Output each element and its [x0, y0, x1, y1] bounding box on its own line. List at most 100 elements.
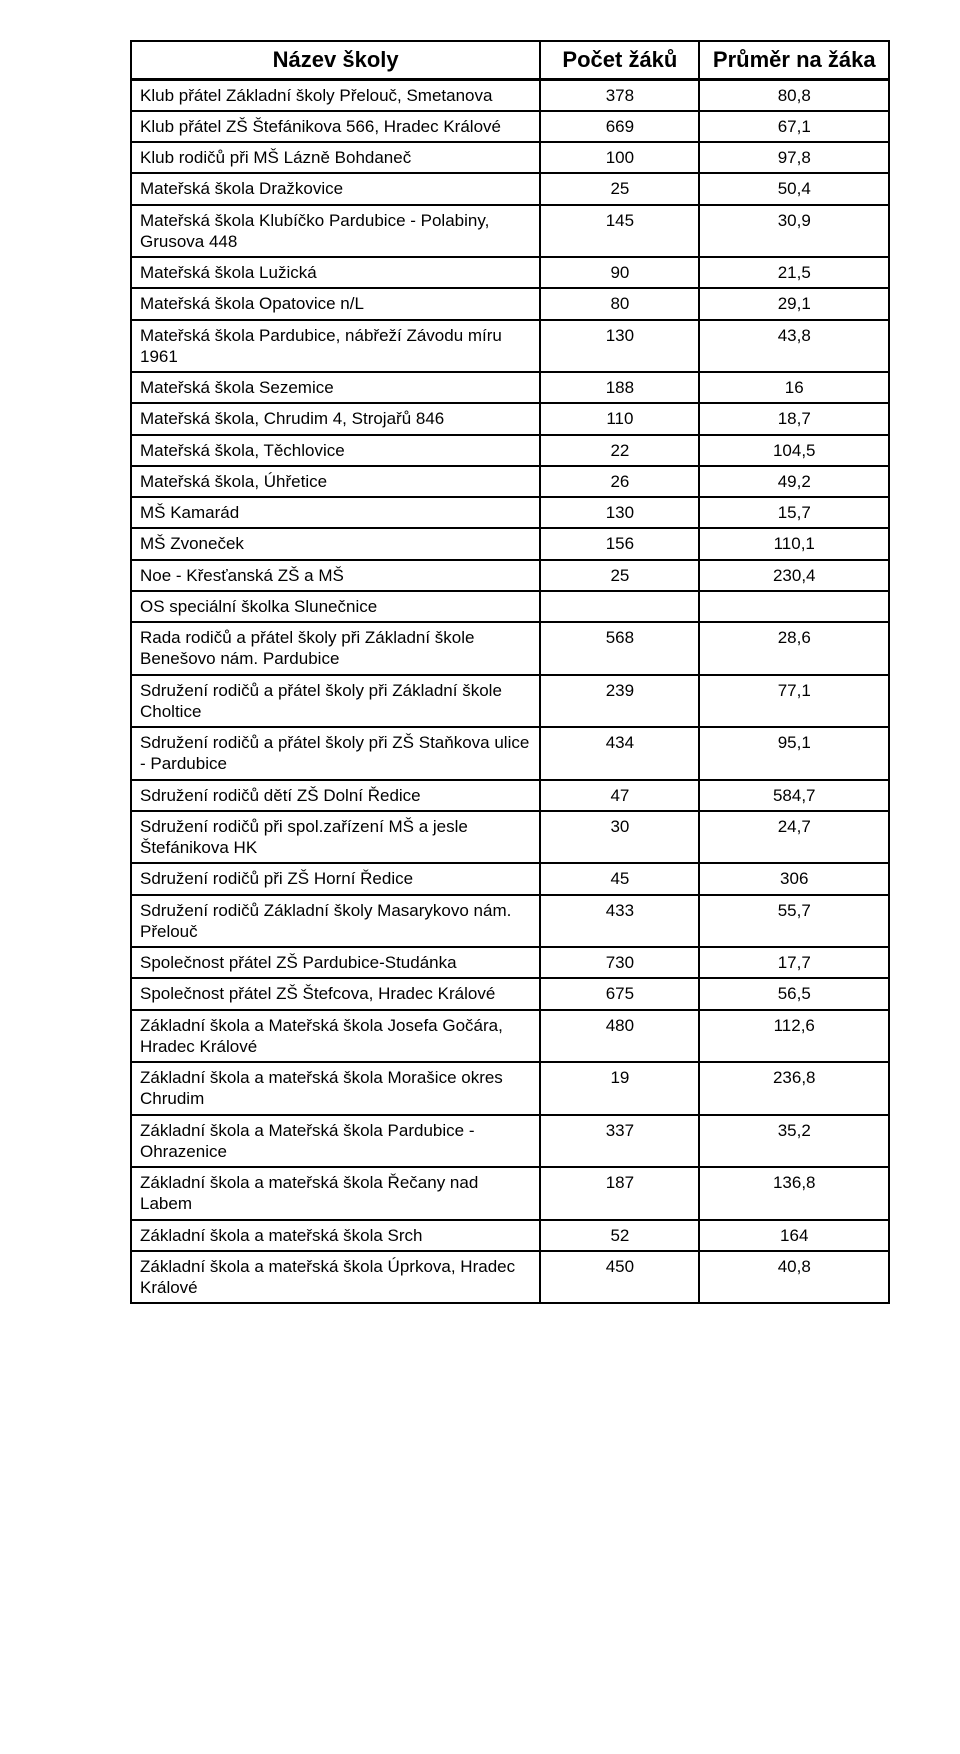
table-row: Mateřská škola Pardubice, nábřeží Závodu… [131, 320, 889, 373]
cell-name: Základní škola a Mateřská škola Pardubic… [131, 1115, 540, 1168]
cell-name: Sdružení rodičů při spol.zařízení MŠ a j… [131, 811, 540, 864]
cell-avg [699, 591, 889, 622]
table-row: Mateřská škola Dražkovice2550,4 [131, 173, 889, 204]
cell-avg: 306 [699, 863, 889, 894]
table-head: Název školy Počet žáků Průměr na žáka [131, 41, 889, 79]
table-row: Základní škola a mateřská škola Srch5216… [131, 1220, 889, 1251]
cell-name: Mateřská škola Klubíčko Pardubice - Pola… [131, 205, 540, 258]
cell-name: Základní škola a mateřská škola Úprkova,… [131, 1251, 540, 1304]
cell-count: 19 [540, 1062, 699, 1115]
cell-count: 239 [540, 675, 699, 728]
cell-name: Sdružení rodičů dětí ZŠ Dolní Ředice [131, 780, 540, 811]
cell-count: 110 [540, 403, 699, 434]
cell-avg: 18,7 [699, 403, 889, 434]
schools-table: Název školy Počet žáků Průměr na žáka Kl… [130, 40, 890, 1304]
cell-name: Mateřská škola Lužická [131, 257, 540, 288]
cell-avg: 29,1 [699, 288, 889, 319]
cell-name: Mateřská škola Sezemice [131, 372, 540, 403]
table-row: Základní škola a Mateřská škola Josefa G… [131, 1010, 889, 1063]
cell-avg: 104,5 [699, 435, 889, 466]
cell-avg: 56,5 [699, 978, 889, 1009]
cell-count: 25 [540, 560, 699, 591]
cell-avg: 28,6 [699, 622, 889, 675]
cell-count: 434 [540, 727, 699, 780]
cell-count: 669 [540, 111, 699, 142]
table-row: Sdružení rodičů při spol.zařízení MŠ a j… [131, 811, 889, 864]
table-row: Základní škola a mateřská škola Úprkova,… [131, 1251, 889, 1304]
cell-name: MŠ Zvoneček [131, 528, 540, 559]
cell-count: 47 [540, 780, 699, 811]
cell-name: Základní škola a mateřská škola Morašice… [131, 1062, 540, 1115]
cell-avg: 112,6 [699, 1010, 889, 1063]
table-row: MŠ Zvoneček156110,1 [131, 528, 889, 559]
cell-avg: 49,2 [699, 466, 889, 497]
page: Název školy Počet žáků Průměr na žáka Kl… [0, 0, 960, 1344]
table-body: Klub přátel Základní školy Přelouč, Smet… [131, 79, 889, 1303]
table-row: Sdružení rodičů dětí ZŠ Dolní Ředice4758… [131, 780, 889, 811]
table-row: MŠ Kamarád13015,7 [131, 497, 889, 528]
cell-avg: 21,5 [699, 257, 889, 288]
cell-count: 30 [540, 811, 699, 864]
cell-avg: 97,8 [699, 142, 889, 173]
table-row: Mateřská škola Klubíčko Pardubice - Pola… [131, 205, 889, 258]
cell-avg: 110,1 [699, 528, 889, 559]
cell-count: 730 [540, 947, 699, 978]
cell-avg: 584,7 [699, 780, 889, 811]
cell-count: 337 [540, 1115, 699, 1168]
cell-avg: 236,8 [699, 1062, 889, 1115]
cell-name: Sdružení rodičů a přátel školy při Zákla… [131, 675, 540, 728]
cell-name: Mateřská škola, Těchlovice [131, 435, 540, 466]
cell-count: 675 [540, 978, 699, 1009]
cell-count [540, 591, 699, 622]
header-name: Název školy [131, 41, 540, 79]
header-count: Počet žáků [540, 41, 699, 79]
cell-avg: 164 [699, 1220, 889, 1251]
cell-count: 568 [540, 622, 699, 675]
cell-count: 80 [540, 288, 699, 319]
cell-avg: 77,1 [699, 675, 889, 728]
cell-avg: 230,4 [699, 560, 889, 591]
cell-name: Mateřská škola, Chrudim 4, Strojařů 846 [131, 403, 540, 434]
cell-avg: 16 [699, 372, 889, 403]
cell-name: Společnost přátel ZŠ Štefcova, Hradec Kr… [131, 978, 540, 1009]
cell-name: Základní škola a Mateřská škola Josefa G… [131, 1010, 540, 1063]
cell-count: 25 [540, 173, 699, 204]
cell-count: 187 [540, 1167, 699, 1220]
cell-avg: 136,8 [699, 1167, 889, 1220]
cell-name: Společnost přátel ZŠ Pardubice-Studánka [131, 947, 540, 978]
cell-count: 45 [540, 863, 699, 894]
cell-count: 433 [540, 895, 699, 948]
cell-count: 378 [540, 79, 699, 111]
cell-count: 52 [540, 1220, 699, 1251]
cell-name: Základní škola a mateřská škola Řečany n… [131, 1167, 540, 1220]
table-row: Klub přátel Základní školy Přelouč, Smet… [131, 79, 889, 111]
cell-name: Základní škola a mateřská škola Srch [131, 1220, 540, 1251]
table-row: Základní škola a mateřská škola Morašice… [131, 1062, 889, 1115]
cell-name: Sdružení rodičů Základní školy Masarykov… [131, 895, 540, 948]
table-row: Noe - Křesťanská ZŠ a MŠ25230,4 [131, 560, 889, 591]
header-avg: Průměr na žáka [699, 41, 889, 79]
cell-count: 130 [540, 320, 699, 373]
table-row: Základní škola a Mateřská škola Pardubic… [131, 1115, 889, 1168]
table-row: Mateřská škola, Těchlovice22104,5 [131, 435, 889, 466]
table-row: Klub přátel ZŠ Štefánikova 566, Hradec K… [131, 111, 889, 142]
table-row: OS speciální školka Slunečnice [131, 591, 889, 622]
cell-avg: 43,8 [699, 320, 889, 373]
cell-avg: 30,9 [699, 205, 889, 258]
table-row: Mateřská škola, Chrudim 4, Strojařů 8461… [131, 403, 889, 434]
cell-name: Mateřská škola Pardubice, nábřeží Závodu… [131, 320, 540, 373]
table-row: Mateřská škola Lužická9021,5 [131, 257, 889, 288]
table-row: Mateřská škola Opatovice n/L8029,1 [131, 288, 889, 319]
cell-name: Klub rodičů při MŠ Lázně Bohdaneč [131, 142, 540, 173]
cell-avg: 67,1 [699, 111, 889, 142]
cell-avg: 24,7 [699, 811, 889, 864]
table-row: Sdružení rodičů při ZŠ Horní Ředice45306 [131, 863, 889, 894]
cell-name: Klub přátel Základní školy Přelouč, Smet… [131, 79, 540, 111]
cell-avg: 95,1 [699, 727, 889, 780]
cell-count: 188 [540, 372, 699, 403]
cell-name: Mateřská škola Dražkovice [131, 173, 540, 204]
header-row: Název školy Počet žáků Průměr na žáka [131, 41, 889, 79]
cell-name: Sdružení rodičů při ZŠ Horní Ředice [131, 863, 540, 894]
table-row: Klub rodičů při MŠ Lázně Bohdaneč10097,8 [131, 142, 889, 173]
cell-count: 100 [540, 142, 699, 173]
